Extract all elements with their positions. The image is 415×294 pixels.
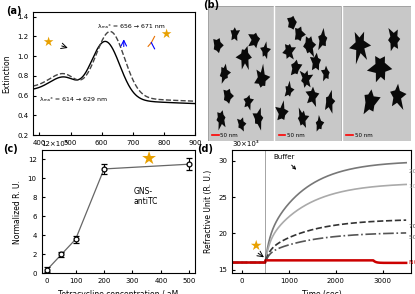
Polygon shape xyxy=(260,41,271,59)
Polygon shape xyxy=(305,87,320,107)
Text: 12×10³: 12×10³ xyxy=(42,141,68,148)
Polygon shape xyxy=(295,26,306,41)
Text: ★: ★ xyxy=(141,150,157,168)
Polygon shape xyxy=(364,89,381,114)
Polygon shape xyxy=(310,53,321,71)
Polygon shape xyxy=(287,16,297,30)
Polygon shape xyxy=(231,27,240,41)
X-axis label: Wavelength (nm): Wavelength (nm) xyxy=(81,152,147,161)
Polygon shape xyxy=(282,44,296,59)
Polygon shape xyxy=(321,66,330,81)
Text: 50 nm: 50 nm xyxy=(220,133,238,138)
Polygon shape xyxy=(388,28,400,51)
Bar xyxy=(342,6,410,141)
X-axis label: Time (sec): Time (sec) xyxy=(302,290,342,294)
Polygon shape xyxy=(217,110,225,131)
Text: (a): (a) xyxy=(6,6,21,16)
Text: (d): (d) xyxy=(197,144,213,154)
Text: (c): (c) xyxy=(3,144,18,154)
Text: 200 aM TC: 200 aM TC xyxy=(408,169,415,174)
Text: 50 aM TC: 50 aM TC xyxy=(408,235,415,240)
Polygon shape xyxy=(285,81,295,97)
Text: NC no protein: NC no protein xyxy=(408,260,415,265)
Text: ★: ★ xyxy=(249,239,262,253)
Polygon shape xyxy=(300,70,313,88)
Polygon shape xyxy=(325,90,335,114)
Polygon shape xyxy=(349,32,371,64)
Text: λₘₐˣ = 656 → 671 nm: λₘₐˣ = 656 → 671 nm xyxy=(98,24,165,29)
Text: ★: ★ xyxy=(160,27,171,41)
Polygon shape xyxy=(236,46,252,70)
Bar xyxy=(208,6,273,141)
Text: GNS-
antiTC: GNS- antiTC xyxy=(134,187,158,206)
Polygon shape xyxy=(316,115,324,131)
Polygon shape xyxy=(390,84,407,110)
Polygon shape xyxy=(303,36,316,57)
Text: 70 aM TC: 70 aM TC xyxy=(408,224,415,229)
Bar xyxy=(274,6,342,141)
Polygon shape xyxy=(254,64,270,88)
Text: (b): (b) xyxy=(203,1,220,11)
Polygon shape xyxy=(318,28,327,50)
Polygon shape xyxy=(244,95,254,111)
Y-axis label: Extinction: Extinction xyxy=(2,54,12,93)
Polygon shape xyxy=(367,56,392,82)
Text: 100 aM TC: 100 aM TC xyxy=(408,184,415,189)
Polygon shape xyxy=(248,33,260,48)
Text: Buffer: Buffer xyxy=(273,154,295,169)
Polygon shape xyxy=(252,107,263,131)
X-axis label: Tetracycline concentration / aM: Tetracycline concentration / aM xyxy=(58,290,178,294)
Y-axis label: Refractive Unit (R. U.): Refractive Unit (R. U.) xyxy=(204,170,213,253)
Y-axis label: Normalized R. U.: Normalized R. U. xyxy=(13,180,22,244)
Text: 50 nm: 50 nm xyxy=(354,133,372,138)
Polygon shape xyxy=(237,117,247,131)
Text: ★: ★ xyxy=(42,36,54,49)
Polygon shape xyxy=(291,60,303,75)
Polygon shape xyxy=(220,64,231,84)
Text: 30×10³: 30×10³ xyxy=(232,141,259,148)
Polygon shape xyxy=(275,100,289,120)
Polygon shape xyxy=(213,38,224,53)
Text: λₘₐˣ = 614 → 629 nm: λₘₐˣ = 614 → 629 nm xyxy=(40,97,107,102)
Text: 50 nm: 50 nm xyxy=(287,133,305,138)
Polygon shape xyxy=(223,89,234,104)
Polygon shape xyxy=(298,108,309,128)
